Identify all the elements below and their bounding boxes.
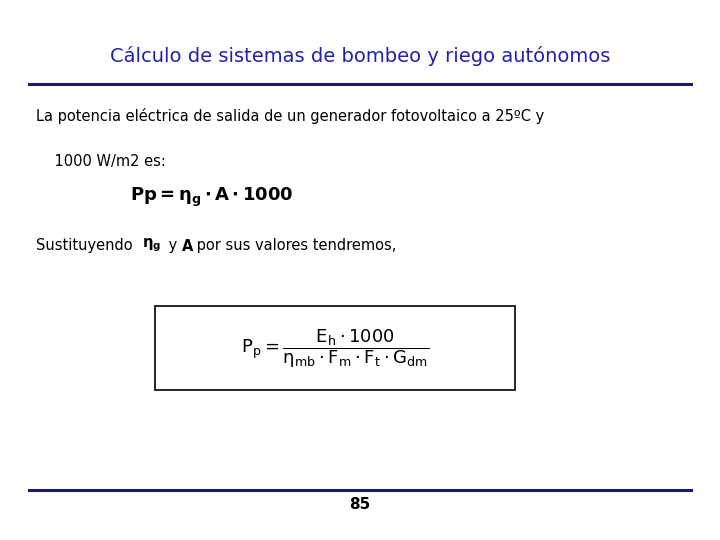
Text: 1000 W/m2 es:: 1000 W/m2 es: bbox=[36, 154, 166, 169]
FancyBboxPatch shape bbox=[155, 306, 515, 390]
Text: $\mathbf{A}$: $\mathbf{A}$ bbox=[181, 238, 194, 254]
Text: La potencia eléctrica de salida de un generador fotovoltaico a 25ºC y: La potencia eléctrica de salida de un ge… bbox=[36, 108, 544, 124]
Text: $\mathrm{P_p = \dfrac{E_h \cdot 1000}{\eta_{mb} \cdot F_m \cdot F_t \cdot G_{dm}: $\mathrm{P_p = \dfrac{E_h \cdot 1000}{\e… bbox=[240, 327, 429, 369]
Text: por sus valores tendremos,: por sus valores tendremos, bbox=[192, 238, 397, 253]
Text: Sustituyendo: Sustituyendo bbox=[36, 238, 138, 253]
Text: $\mathbf{\eta_g}$: $\mathbf{\eta_g}$ bbox=[142, 237, 161, 254]
Text: $\bf{Pp = \eta_g \cdot A \cdot 1000}$: $\bf{Pp = \eta_g \cdot A \cdot 1000}$ bbox=[130, 186, 293, 208]
Text: Cálculo de sistemas de bombeo y riego autónomos: Cálculo de sistemas de bombeo y riego au… bbox=[110, 46, 610, 66]
Text: 85: 85 bbox=[349, 497, 371, 512]
Text: y: y bbox=[164, 238, 182, 253]
